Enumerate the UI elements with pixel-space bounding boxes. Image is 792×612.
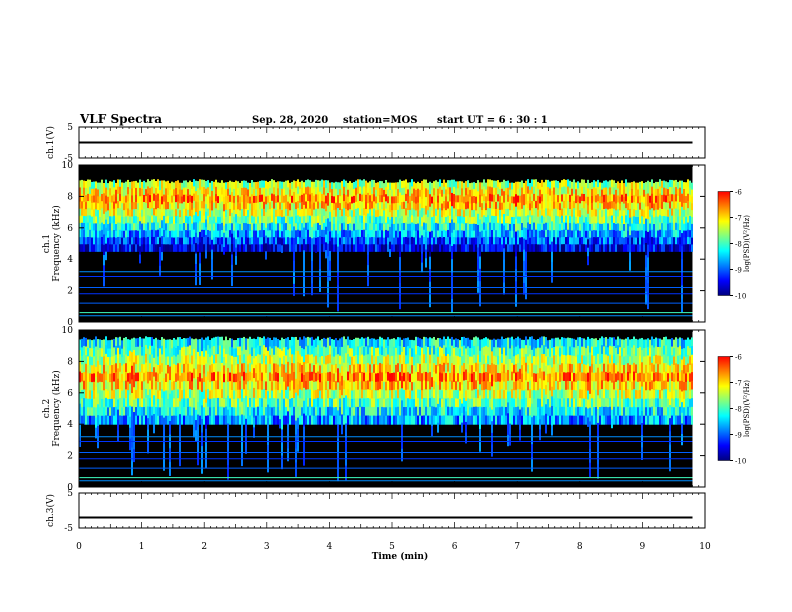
y-tick-label: 0 bbox=[67, 318, 73, 328]
colorbar bbox=[717, 191, 731, 296]
x-ticks bbox=[78, 165, 706, 322]
spectrogram-cells bbox=[79, 336, 693, 482]
colorbar-tick-label: -9 bbox=[735, 267, 742, 275]
x-tick-label: 10 bbox=[699, 542, 711, 552]
y-tick-label: 2 bbox=[67, 452, 73, 462]
y-axis-label: ch.1Frequency (kHz) bbox=[42, 205, 62, 282]
x-tick-label: 9 bbox=[640, 542, 646, 552]
y-tick-label: 2 bbox=[67, 287, 73, 297]
y-tick-label: 4 bbox=[67, 255, 73, 265]
x-tick-label: 6 bbox=[452, 542, 458, 552]
y-tick-label: 0 bbox=[67, 483, 73, 493]
y-tick-label: 10 bbox=[62, 326, 74, 336]
y-axis-label: ch.2Frequency (kHz) bbox=[42, 370, 62, 447]
y-tick-label: 6 bbox=[67, 389, 73, 399]
x-tick-label: 5 bbox=[389, 542, 395, 552]
x-tick-label: 7 bbox=[514, 542, 520, 552]
y-tick-label: 10 bbox=[62, 161, 74, 171]
y-tick-label: -5 bbox=[64, 524, 73, 534]
panel-2: 0 2 4 6 8 10 ch.1Frequency (kHz) -6 -7 -8 -9 -10 log… bbox=[42, 161, 751, 328]
colorbar-tick-label: -7 bbox=[735, 380, 742, 388]
spectrogram-cells bbox=[79, 179, 693, 317]
colorbar-label: log(PSD)(V²/Hz) bbox=[743, 380, 751, 437]
x-tick-label: 3 bbox=[264, 542, 270, 552]
colorbar-tick-label: -8 bbox=[735, 406, 742, 414]
colorbar-tick-label: -10 bbox=[735, 293, 746, 301]
y-tick-label: 8 bbox=[67, 357, 73, 367]
colorbar-tick-label: -6 bbox=[735, 354, 742, 362]
x-tick-label: 0 bbox=[76, 542, 82, 552]
y-tick-label: 8 bbox=[67, 192, 73, 202]
panel-4: 5 -5 ch.3(V) bbox=[45, 489, 706, 534]
date-label: Sep. 28, 2020 bbox=[252, 115, 328, 126]
x-tick-label: 4 bbox=[327, 542, 333, 552]
x-tick-label: 8 bbox=[577, 542, 583, 552]
station-label: station=MOS bbox=[343, 115, 417, 126]
y-tick-label: -5 bbox=[64, 154, 73, 164]
colorbar-tick-label: -10 bbox=[735, 458, 746, 466]
colorbar-tick-label: -7 bbox=[735, 215, 742, 223]
colorbar-tick-label: -9 bbox=[735, 432, 742, 440]
x-tick-label: 1 bbox=[139, 542, 145, 552]
figure-title: VLF Spectra bbox=[79, 112, 162, 126]
x-axis-label: Time (min) bbox=[372, 551, 429, 562]
y-axis-label: ch.3(V) bbox=[45, 494, 56, 527]
y-tick-label: 4 bbox=[67, 420, 73, 430]
start-ut-label: start UT = 6 : 30 : 1 bbox=[437, 115, 548, 126]
y-axis-label: ch.1(V) bbox=[45, 126, 56, 159]
colorbar-label: log(PSD)(V²/Hz) bbox=[743, 215, 751, 272]
y-tick-label: 6 bbox=[67, 224, 73, 234]
panel-3: 0 2 4 6 8 10 ch.2Frequency (kHz) -6 -7 -8 -9 -10 log… bbox=[42, 326, 751, 493]
x-ticks bbox=[78, 493, 706, 528]
colorbar bbox=[717, 356, 731, 461]
y-tick-label: 5 bbox=[67, 489, 73, 499]
colorbar-tick-label: -8 bbox=[735, 241, 742, 249]
colorbar-tick-label: -6 bbox=[735, 189, 742, 197]
x-ticks bbox=[78, 330, 706, 487]
y-tick-label: 5 bbox=[67, 123, 73, 133]
x-ticks bbox=[78, 127, 706, 158]
x-tick-label: 2 bbox=[201, 542, 207, 552]
panel-1: 5 -5 ch.1(V) bbox=[45, 123, 706, 164]
